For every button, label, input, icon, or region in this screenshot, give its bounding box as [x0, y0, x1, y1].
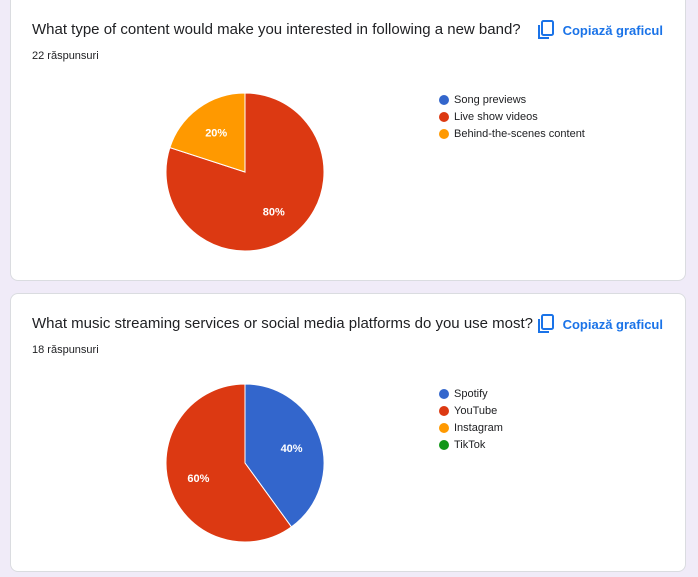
copy-chart-button[interactable]: Copiază graficul	[537, 18, 663, 42]
response-count: 18 răspunsuri	[32, 344, 99, 356]
legend-item[interactable]: Behind-the-scenes content	[439, 125, 585, 142]
response-count: 22 răspunsuri	[32, 50, 99, 62]
question-title: What music streaming services or social …	[32, 315, 534, 332]
copy-chart-label: Copiază graficul	[562, 22, 663, 38]
pie-slice-spotify[interactable]	[244, 383, 325, 528]
legend-label: Instagram	[454, 421, 503, 434]
legend-swatch	[439, 422, 449, 433]
legend-swatch	[439, 94, 449, 105]
copy-icon	[537, 20, 555, 40]
legend-item[interactable]: TikTok	[439, 436, 503, 453]
slice-data-label: 60%	[187, 473, 209, 485]
chart-legend: Spotify YouTube Instagram TikTok	[439, 385, 503, 453]
legend-item[interactable]: Song previews	[439, 91, 585, 108]
legend-item[interactable]: Spotify	[439, 385, 503, 402]
pie-slice-youtube[interactable]	[165, 383, 293, 543]
legend-label: Behind-the-scenes content	[454, 127, 585, 140]
legend-label: Song previews	[454, 93, 527, 106]
legend-swatch	[439, 405, 449, 416]
legend-swatch	[439, 111, 449, 122]
pie-chart: 40% 60%	[165, 383, 325, 543]
legend-item[interactable]: Instagram	[439, 419, 503, 436]
question-card-platforms: What music streaming services or social …	[10, 293, 686, 572]
pie-slice-behind-the-scenes-content[interactable]	[169, 92, 246, 173]
chart-legend: Song previews Live show videos Behind-the-…	[439, 91, 585, 142]
slice-data-label: 80%	[263, 207, 285, 219]
copy-chart-button[interactable]: Copiază graficul	[537, 312, 663, 336]
pie-chart: 80% 20%	[165, 92, 325, 252]
question-card-content-type: What type of content would make you inte…	[10, 0, 686, 281]
legend-swatch	[439, 439, 449, 450]
slice-data-label: 40%	[281, 443, 303, 455]
copy-chart-label: Copiază graficul	[562, 316, 663, 332]
legend-label: YouTube	[454, 404, 498, 417]
legend-item[interactable]: YouTube	[439, 402, 503, 419]
legend-swatch	[439, 128, 449, 139]
question-title: What type of content would make you inte…	[32, 21, 521, 38]
legend-label: Spotify	[454, 387, 488, 400]
legend-swatch	[439, 388, 449, 399]
copy-icon	[537, 314, 555, 334]
legend-item[interactable]: Live show videos	[439, 108, 585, 125]
legend-label: TikTok	[454, 438, 486, 451]
slice-data-label: 20%	[205, 127, 227, 139]
legend-label: Live show videos	[454, 110, 538, 123]
